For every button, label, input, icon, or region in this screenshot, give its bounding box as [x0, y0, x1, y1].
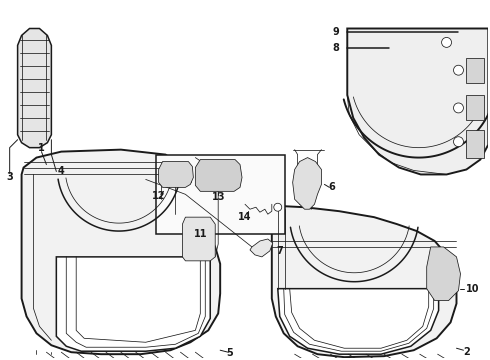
Text: 13: 13 [212, 192, 225, 202]
Polygon shape [278, 289, 439, 354]
Polygon shape [182, 217, 215, 261]
Circle shape [454, 103, 464, 113]
Text: 2: 2 [463, 347, 470, 357]
Polygon shape [427, 247, 461, 301]
Polygon shape [293, 158, 321, 209]
Text: 9: 9 [333, 27, 340, 37]
Polygon shape [347, 28, 488, 175]
Circle shape [274, 203, 282, 211]
Polygon shape [250, 239, 273, 257]
Text: 7: 7 [276, 246, 283, 256]
Circle shape [454, 137, 464, 147]
Polygon shape [22, 150, 220, 354]
Text: 4: 4 [58, 166, 65, 176]
Circle shape [454, 65, 464, 75]
Text: 10: 10 [466, 284, 480, 294]
Polygon shape [56, 257, 210, 351]
Text: 8: 8 [332, 43, 340, 53]
Text: 11: 11 [194, 229, 207, 239]
Bar [466, 58, 484, 83]
Polygon shape [159, 162, 194, 187]
Polygon shape [18, 28, 51, 148]
Bar [466, 130, 484, 158]
Circle shape [441, 37, 451, 48]
Polygon shape [272, 206, 457, 357]
Bar [156, 154, 285, 234]
Text: 6: 6 [328, 183, 335, 192]
Text: 3: 3 [6, 172, 13, 183]
Polygon shape [196, 159, 242, 192]
Text: 12: 12 [152, 191, 165, 201]
Text: 14: 14 [238, 212, 252, 222]
Bar [466, 95, 484, 120]
Text: 5: 5 [227, 348, 233, 358]
Text: 1: 1 [38, 143, 45, 153]
